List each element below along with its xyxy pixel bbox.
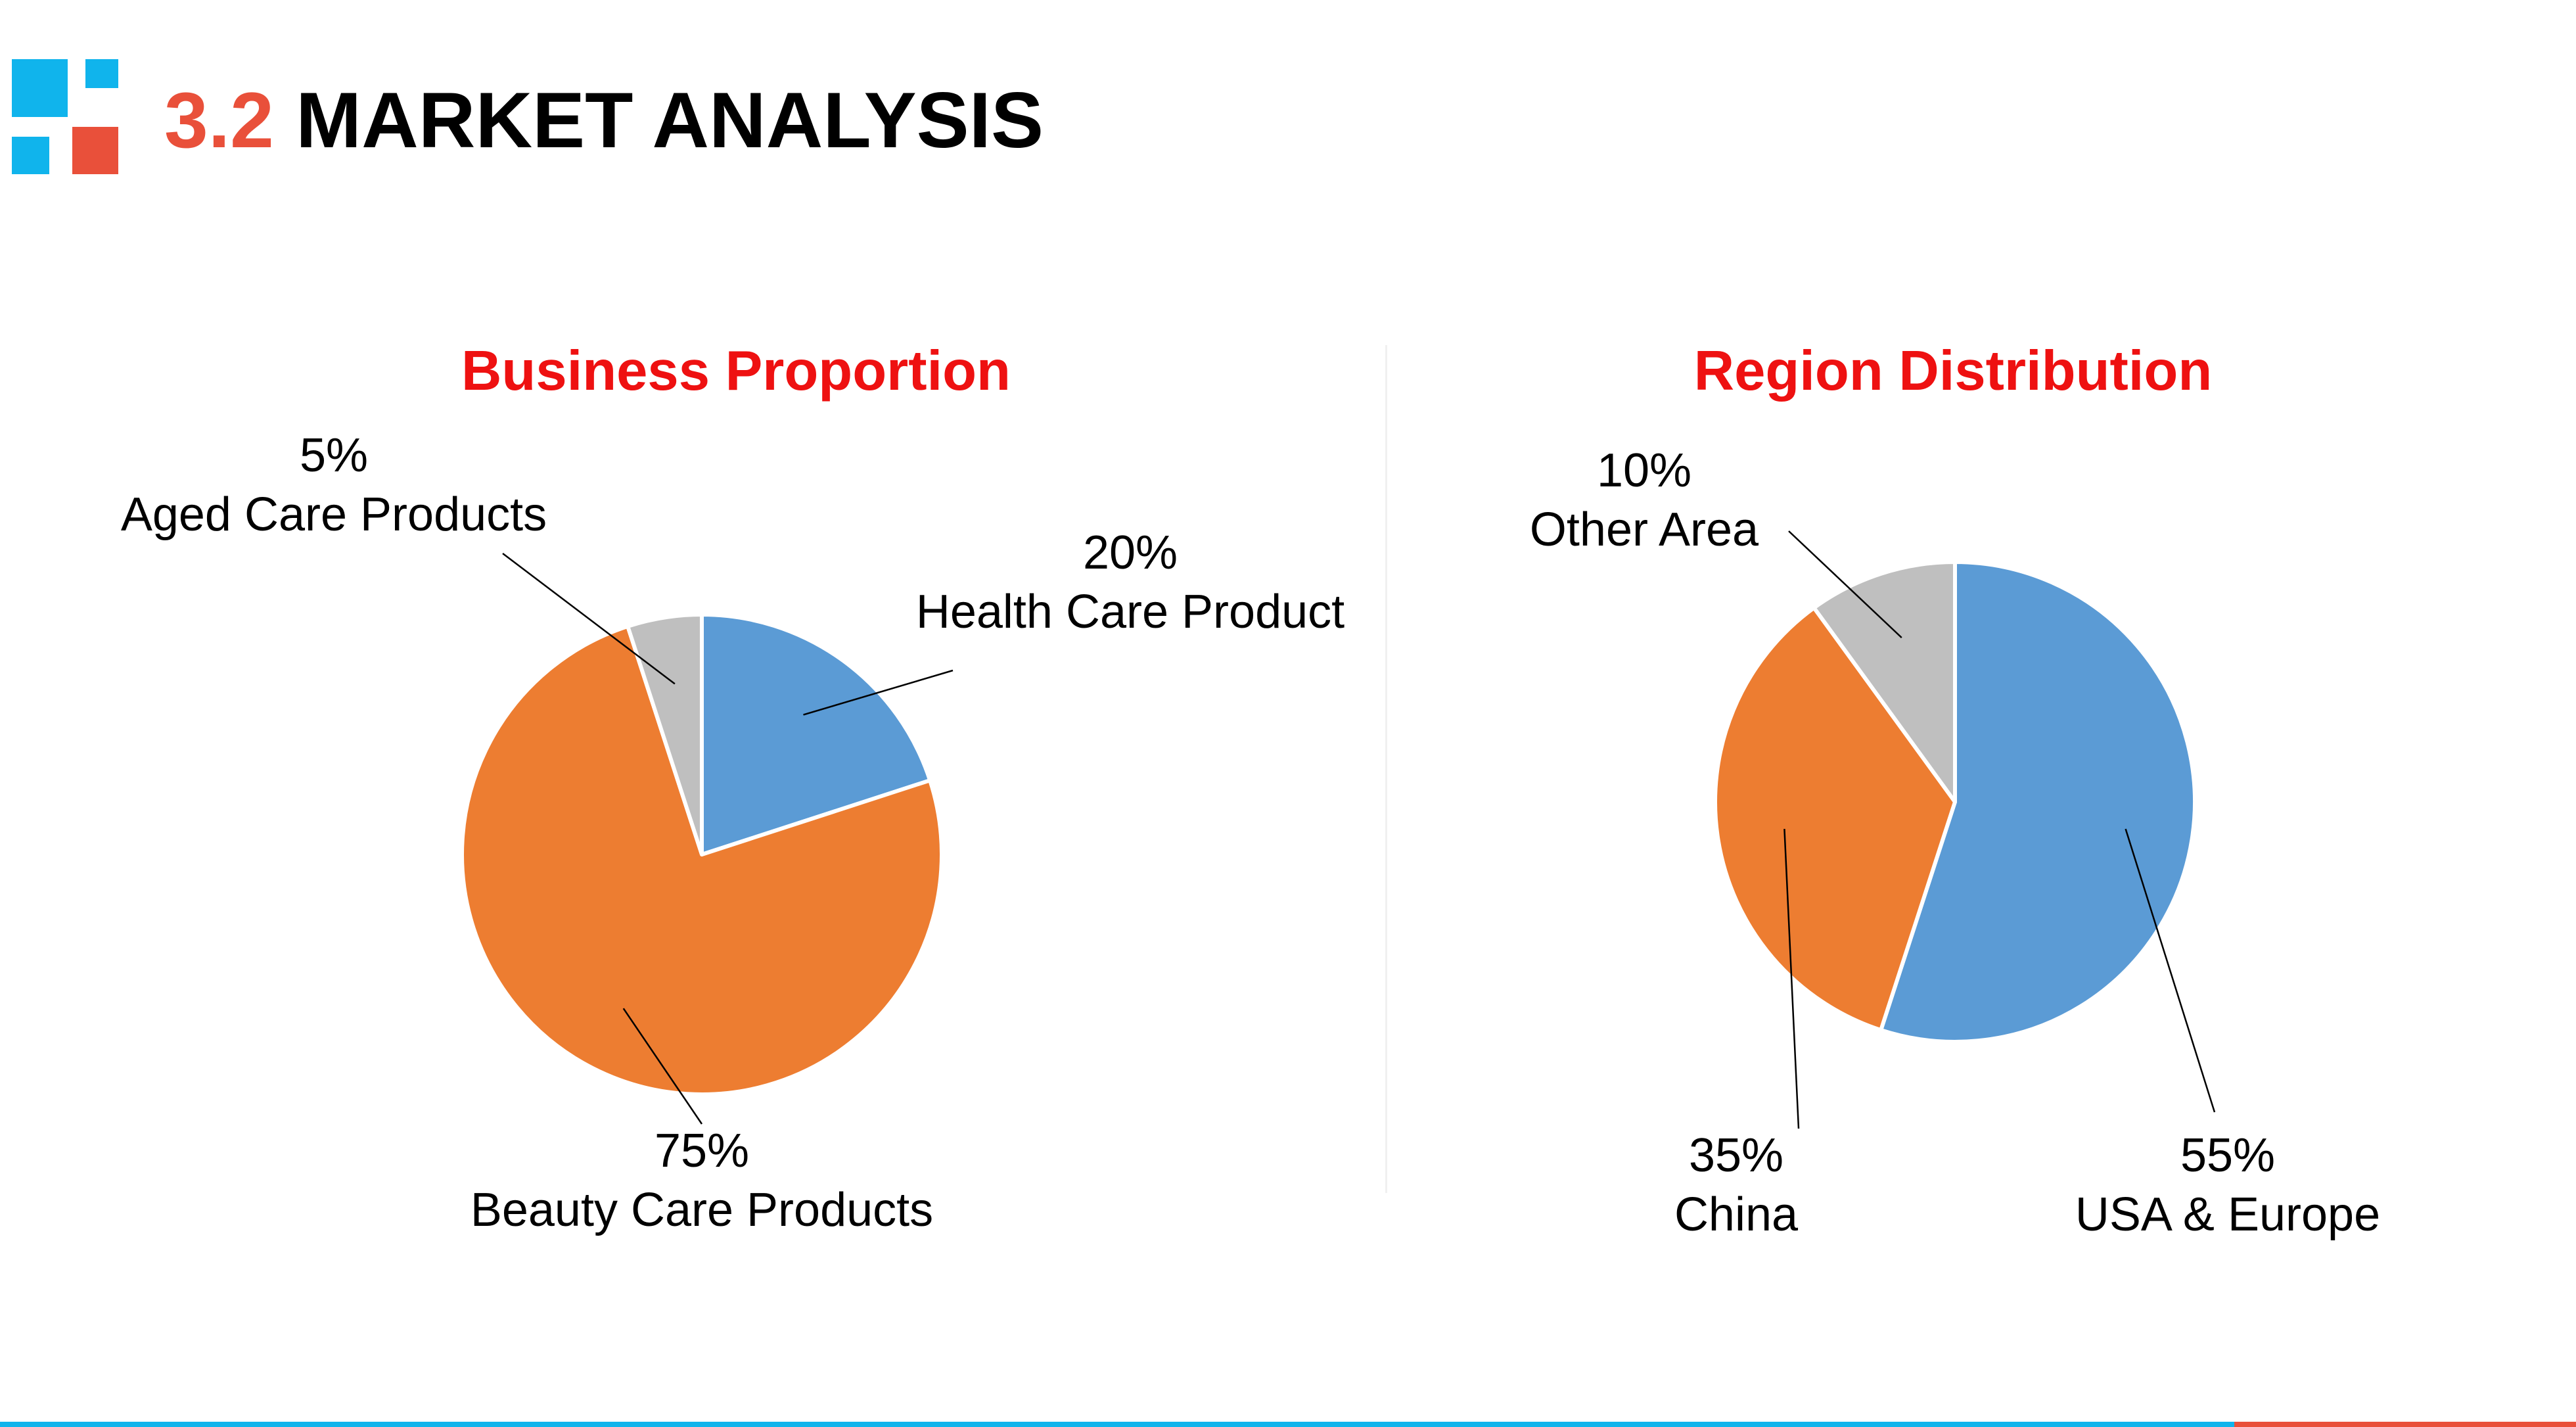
section-title: MARKET ANALYSIS (296, 76, 1044, 164)
pie-slice-china (1713, 605, 1957, 1033)
category-label-health-care-product: Health Care Product (916, 586, 1345, 638)
leader-line-aged-care-products (502, 553, 676, 685)
logo-square-bottom-left (12, 137, 49, 174)
footer-bar (0, 1422, 2576, 1427)
logo-square-small (85, 59, 118, 88)
leader-line-other-area (1788, 530, 1902, 639)
footer-bar-accent (2234, 1422, 2576, 1427)
pie-slice-aged-care-products (626, 613, 704, 856)
business-proportion-pie: 20% Health Care Product 75% Beauty Care Pro… (121, 429, 1345, 1236)
pie-slice-other-area (1812, 560, 1957, 804)
value-label-health-care-product: 20% (1083, 526, 1178, 579)
logo-square-accent (72, 127, 118, 174)
section-number: 3.2 (164, 76, 274, 164)
category-label-usa-and-europe: USA & Europe (2075, 1188, 2380, 1241)
value-label-aged-care-products: 5% (300, 429, 368, 482)
page-title: 3.2 MARKET ANALYSIS (164, 71, 1044, 170)
value-label-china: 35% (1689, 1129, 1783, 1182)
category-label-aged-care-products: Aged Care Products (121, 488, 547, 541)
leader-line-usa-and-europe (2125, 828, 2216, 1113)
logo-square-large (12, 59, 68, 117)
logo (12, 59, 118, 176)
chart-title-business: Business Proportion (461, 340, 1011, 402)
category-label-china: China (1674, 1188, 1799, 1241)
value-label-beauty-care-products: 75% (655, 1125, 749, 1177)
chart-divider (1385, 345, 1387, 1193)
value-label-usa-and-europe: 55% (2180, 1129, 2275, 1182)
pie-slice-health-care-product (700, 613, 932, 856)
pie-slice-beauty-care-products (460, 624, 944, 1096)
leader-line-china (1783, 829, 1800, 1129)
pie-slice-usa-and-europe (1879, 560, 2197, 1044)
region-distribution-pie: 55% USA & Europe 35% China 10% Other Area (1530, 444, 2380, 1241)
value-label-other-area: 10% (1597, 444, 1691, 497)
category-label-beauty-care-products: Beauty Care Products (471, 1184, 933, 1236)
chart-title-region: Region Distribution (1693, 340, 2213, 402)
leader-line-health-care-product (803, 669, 954, 716)
leader-line-beauty-care-products (622, 1008, 703, 1125)
category-label-other-area: Other Area (1530, 503, 1759, 556)
footer-bar-main (0, 1422, 2234, 1427)
